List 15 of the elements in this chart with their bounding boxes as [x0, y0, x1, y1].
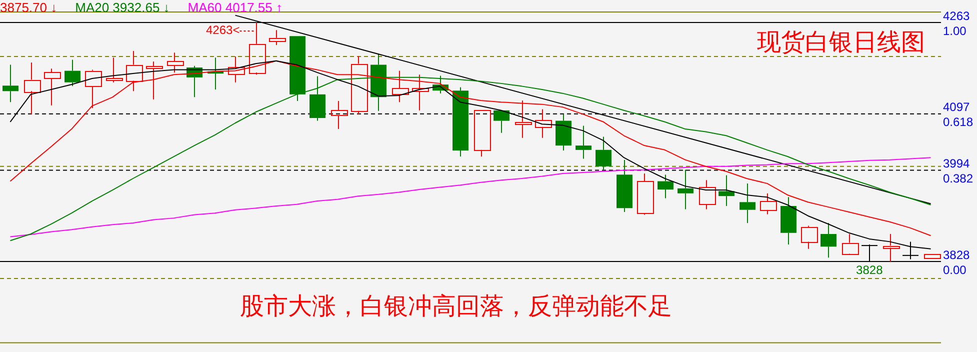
ref-line-label: 0.618: [943, 115, 974, 130]
ref-line-label: 0.00: [943, 262, 967, 277]
y-tick-label: 4263: [943, 8, 970, 23]
y-tick-label: 4097: [943, 100, 970, 114]
text: 3875.70 ↓: [0, 0, 58, 15]
text: MA20 3932.65 ↓: [75, 0, 170, 15]
ref-line-label: 0.382: [943, 172, 974, 186]
y-tick-label: 3828: [943, 248, 970, 262]
text: MA60 4017.55 ↑: [188, 0, 282, 15]
text: 股市大涨，白银冲高回落，反弹动能不足: [240, 292, 672, 322]
ref-line-label: 1.00: [943, 24, 967, 38]
annotation: 3828: [856, 262, 884, 277]
annotation: 4263<: [206, 22, 240, 37]
text: 现货白银日线图: [757, 28, 925, 58]
y-tick-label: 3994: [943, 156, 970, 171]
